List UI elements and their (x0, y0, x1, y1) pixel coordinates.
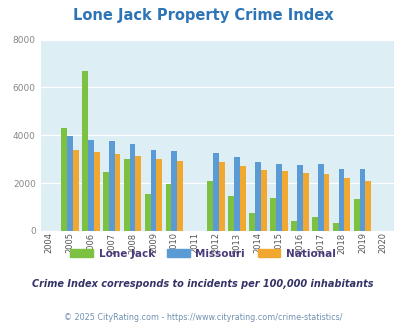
Bar (290, 221, 296, 231)
Bar (114, 154, 120, 231)
Bar (67, 137, 72, 231)
Bar (228, 196, 234, 231)
Bar (109, 141, 114, 231)
Bar (213, 152, 219, 231)
Bar (344, 178, 350, 231)
Bar (249, 213, 254, 231)
Bar (156, 159, 162, 231)
Bar (94, 152, 99, 231)
Text: Crime Index corresponds to incidents per 100,000 inhabitants: Crime Index corresponds to incidents per… (32, 279, 373, 289)
Bar (323, 174, 328, 231)
Legend: Lone Jack, Missouri, National: Lone Jack, Missouri, National (66, 245, 339, 263)
Bar (144, 194, 150, 231)
Bar (61, 128, 67, 231)
Bar (72, 150, 79, 231)
Bar (234, 157, 239, 231)
Bar (150, 150, 156, 231)
Bar (317, 164, 323, 231)
Bar (87, 140, 94, 231)
Bar (353, 199, 359, 231)
Bar (129, 145, 135, 231)
Bar (207, 181, 213, 231)
Bar (359, 169, 364, 231)
Bar (135, 156, 141, 231)
Bar (311, 217, 317, 231)
Bar (338, 169, 344, 231)
Bar (332, 223, 338, 231)
Text: © 2025 CityRating.com - https://www.cityrating.com/crime-statistics/: © 2025 CityRating.com - https://www.city… (64, 313, 341, 322)
Bar (269, 198, 275, 231)
Bar (177, 161, 183, 231)
Bar (302, 173, 308, 231)
Bar (171, 151, 177, 231)
Bar (239, 166, 245, 231)
Bar (165, 184, 171, 231)
Bar (102, 172, 109, 231)
Bar (82, 71, 87, 231)
Bar (219, 162, 224, 231)
Bar (296, 165, 302, 231)
Bar (254, 162, 260, 231)
Bar (364, 181, 370, 231)
Bar (124, 159, 129, 231)
Text: Lone Jack Property Crime Index: Lone Jack Property Crime Index (72, 8, 333, 23)
Bar (275, 164, 281, 231)
Bar (281, 171, 287, 231)
Bar (260, 170, 266, 231)
